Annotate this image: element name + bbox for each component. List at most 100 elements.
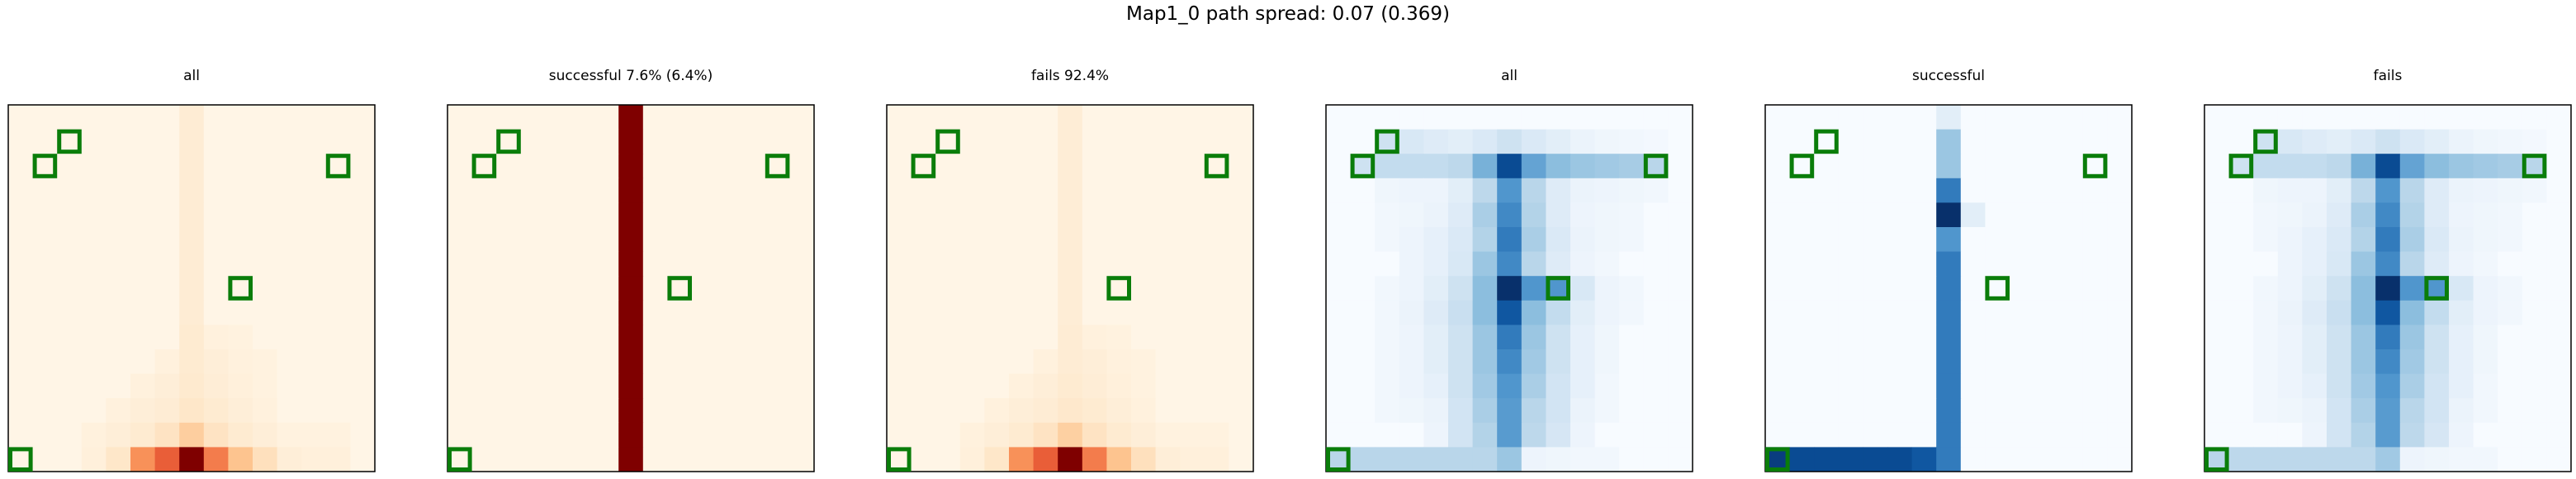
heatmap-cell: [545, 154, 571, 179]
heatmap-cell: [1033, 325, 1058, 350]
heatmap-cell: [789, 325, 815, 350]
heatmap-cell: [1204, 202, 1229, 228]
heatmap-cell: [1155, 202, 1181, 228]
heatmap-cell: [203, 325, 229, 350]
heatmap-cell: [1838, 349, 1863, 375]
heatmap-cell: [1911, 251, 1937, 277]
heatmap-cell: [1765, 276, 1791, 301]
heatmap-cell: [253, 178, 278, 203]
heatmap-cell: [642, 251, 668, 277]
heatmap-cell: [1204, 373, 1229, 399]
heatmap-cell: [2277, 202, 2303, 228]
heatmap-cell: [1497, 300, 1522, 325]
heatmap-cell: [984, 422, 1010, 448]
heatmap-cell: [1399, 227, 1424, 253]
heatmap-cell: [1936, 202, 1962, 228]
heatmap-cell: [520, 251, 546, 277]
heatmap-cell: [277, 251, 302, 277]
heatmap-cell: [2204, 178, 2230, 203]
heatmap-cell: [1570, 398, 1596, 424]
heatmap-cell: [106, 325, 131, 350]
heatmap-cell: [1399, 325, 1424, 350]
heatmap-cell: [203, 129, 229, 154]
heatmap-cell: [1960, 129, 1986, 154]
heatmap-cell: [2424, 398, 2450, 424]
heatmap-cell: [1960, 373, 1986, 399]
heatmap-cell: [1570, 373, 1596, 399]
heatmap-cell: [1838, 300, 1863, 325]
heatmap-cell: [1497, 129, 1522, 154]
heatmap-cell: [545, 276, 571, 301]
heatmap-cell: [179, 251, 205, 277]
heatmap-cell: [2473, 105, 2498, 130]
heatmap-cell: [2522, 202, 2547, 228]
heatmap-cell: [447, 178, 473, 203]
axes-frame: [447, 104, 815, 472]
heatmap-cell: [1911, 105, 1937, 130]
heatmap-cell: [716, 373, 741, 399]
heatmap-cell: [301, 398, 327, 424]
heatmap-cell: [1765, 325, 1791, 350]
heatmap-cell: [154, 447, 180, 472]
heatmap-cell: [2302, 325, 2327, 350]
heatmap-cell: [911, 202, 936, 228]
heatmap-cell: [1155, 373, 1181, 399]
heatmap-cell: [32, 129, 58, 154]
heatmap-cell: [1619, 105, 1645, 130]
heatmap-cell: [1619, 202, 1645, 228]
heatmap-cell: [1814, 349, 1840, 375]
heatmap-cell: [618, 227, 644, 253]
heatmap-cell: [1082, 227, 1107, 253]
heatmap-cell: [741, 325, 766, 350]
heatmap-cell: [1911, 129, 1937, 154]
heatmap-cell: [1619, 373, 1645, 399]
heatmap-cell: [2375, 178, 2401, 203]
heatmap-cell: [2327, 349, 2352, 375]
heatmap-cell: [2399, 422, 2425, 448]
heatmap-cell: [130, 300, 156, 325]
heatmap-cell: [1838, 325, 1863, 350]
heatmap-cell: [1009, 251, 1035, 277]
heatmap-cell: [253, 227, 278, 253]
heatmap-cell: [253, 276, 278, 301]
heatmap-cell: [642, 422, 668, 448]
heatmap-cell: [1863, 202, 1888, 228]
heatmap-cell: [1668, 325, 1693, 350]
heatmap-cell: [1594, 154, 1620, 179]
heatmap-cell: [2107, 129, 2133, 154]
heatmap-cell: [570, 178, 595, 203]
heatmap-cell: [984, 227, 1010, 253]
heatmap-cell: [2034, 422, 2059, 448]
heatmap-cell: [1375, 447, 1400, 472]
heatmap-cell: [1448, 422, 1474, 448]
heatmap-cell: [2107, 300, 2133, 325]
heatmap-cell: [1009, 422, 1035, 448]
heatmap-cell: [1789, 300, 1815, 325]
heatmap-cell: [2449, 202, 2474, 228]
heatmap-cell: [935, 349, 961, 375]
heatmap-cell: [1936, 154, 1962, 179]
heatmap-cell: [1155, 325, 1181, 350]
heatmap-cell: [106, 129, 131, 154]
heatmap-cell: [2473, 349, 2498, 375]
heatmap-cell: [2107, 227, 2133, 253]
heatmap-cell: [911, 325, 936, 350]
heatmap-cell: [1472, 276, 1498, 301]
heatmap-cell: [1668, 202, 1693, 228]
heatmap-cell: [130, 105, 156, 130]
heatmap-cell: [1570, 447, 1596, 472]
heatmap-cell: [642, 373, 668, 399]
heatmap-cell: [57, 276, 83, 301]
heatmap-cell: [765, 447, 790, 472]
heatmap-cell: [2449, 373, 2474, 399]
heatmap-cell: [253, 129, 278, 154]
heatmap-cell: [887, 373, 912, 399]
heatmap-cell: [1472, 300, 1498, 325]
heatmap-cell: [741, 105, 766, 130]
heatmap-cell: [1546, 227, 1571, 253]
heatmap-cell: [1204, 178, 1229, 203]
heatmap-cell: [32, 251, 58, 277]
heatmap-cell: [959, 422, 985, 448]
heatmap-cell: [1131, 349, 1157, 375]
heatmap-cell: [716, 325, 741, 350]
